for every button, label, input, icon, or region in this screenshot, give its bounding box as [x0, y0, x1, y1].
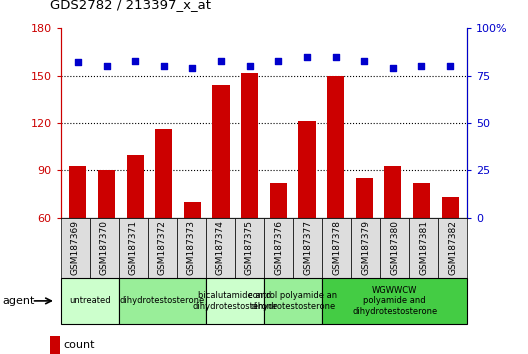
Text: agent: agent — [3, 296, 35, 306]
Bar — [212, 85, 230, 312]
Text: GSM187377: GSM187377 — [303, 220, 312, 275]
Point — [131, 58, 139, 63]
Text: GSM187370: GSM187370 — [100, 220, 109, 275]
Text: WGWWCW
polyamide and
dihydrotestosterone: WGWWCW polyamide and dihydrotestosterone — [352, 286, 437, 316]
Point — [332, 54, 340, 59]
Text: GSM187379: GSM187379 — [361, 220, 370, 275]
Point — [446, 63, 454, 69]
Point — [360, 58, 369, 63]
Text: GSM187374: GSM187374 — [216, 220, 225, 275]
Text: GSM187372: GSM187372 — [158, 220, 167, 275]
Point — [303, 54, 311, 59]
Text: GSM187373: GSM187373 — [187, 220, 196, 275]
Text: GSM187378: GSM187378 — [332, 220, 341, 275]
Bar — [327, 76, 344, 312]
Text: control polyamide an
dihydrotestosterone: control polyamide an dihydrotestosterone — [249, 291, 337, 310]
Bar — [155, 129, 172, 312]
Text: GSM187382: GSM187382 — [448, 220, 457, 275]
Point — [246, 63, 254, 69]
Text: GSM187380: GSM187380 — [390, 220, 399, 275]
Point — [274, 58, 282, 63]
Bar — [184, 202, 201, 312]
Bar — [298, 121, 316, 312]
Bar — [98, 170, 115, 312]
Bar — [356, 178, 373, 312]
Bar — [241, 73, 258, 312]
Point — [188, 65, 196, 71]
Bar — [413, 183, 430, 312]
Text: GSM187369: GSM187369 — [71, 220, 80, 275]
Point — [159, 63, 168, 69]
Text: GSM187381: GSM187381 — [419, 220, 428, 275]
Text: GDS2782 / 213397_x_at: GDS2782 / 213397_x_at — [50, 0, 211, 11]
Point — [102, 63, 111, 69]
Point — [417, 63, 426, 69]
Text: untreated: untreated — [69, 296, 110, 306]
Bar — [270, 183, 287, 312]
Text: GSM187375: GSM187375 — [245, 220, 254, 275]
Bar — [69, 166, 87, 312]
Text: bicalutamide and
dihydrotestosterone: bicalutamide and dihydrotestosterone — [192, 291, 278, 310]
Text: GSM187371: GSM187371 — [129, 220, 138, 275]
Point — [389, 65, 397, 71]
Bar — [127, 155, 144, 312]
Bar — [441, 197, 459, 312]
Point — [217, 58, 225, 63]
Text: GSM187376: GSM187376 — [274, 220, 283, 275]
Text: count: count — [63, 340, 95, 350]
Bar — [384, 166, 401, 312]
Text: dihydrotestosterone: dihydrotestosterone — [120, 296, 205, 306]
Point — [74, 59, 82, 65]
